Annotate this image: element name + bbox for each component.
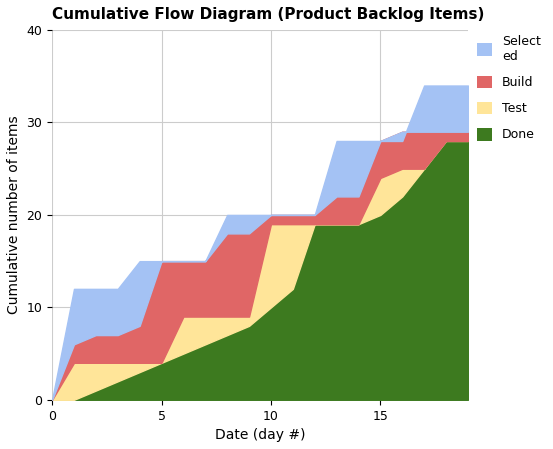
Y-axis label: Cumulative number of items: Cumulative number of items (7, 115, 21, 314)
X-axis label: Date (day #): Date (day #) (215, 428, 305, 442)
Legend: Select
ed, Build, Test, Done: Select ed, Build, Test, Done (472, 30, 546, 146)
Text: Cumulative Flow Diagram (Product Backlog Items): Cumulative Flow Diagram (Product Backlog… (52, 7, 484, 22)
